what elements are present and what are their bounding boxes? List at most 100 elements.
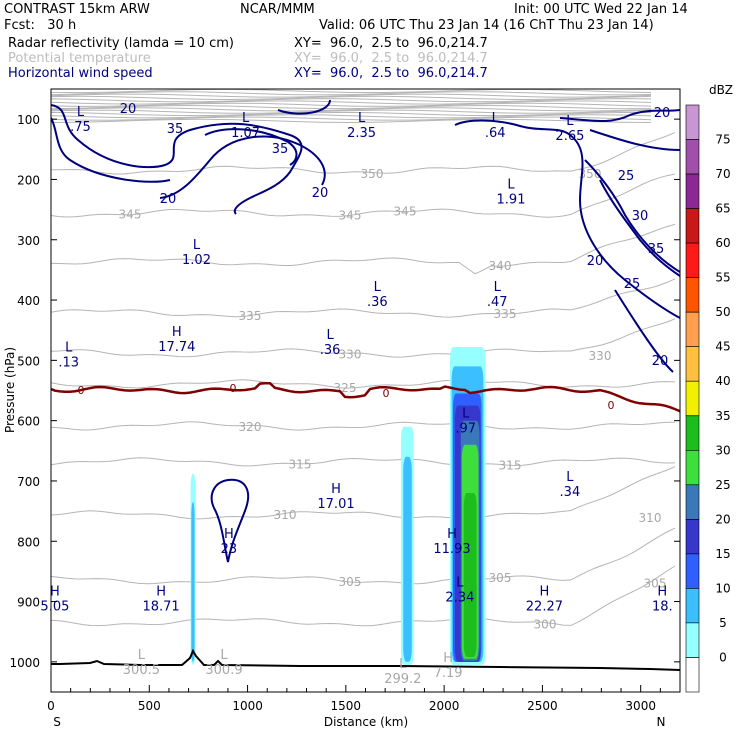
x-tick-label: 0: [47, 699, 55, 713]
theta-band-upper: [51, 100, 652, 105]
theta-contour-330: [51, 318, 676, 358]
terrain-line: [51, 648, 680, 671]
theta-label-345: 345: [394, 205, 417, 219]
terrain-and-freezing-level: 0 0 0 0: [51, 381, 680, 671]
wind-contour-3: [159, 135, 326, 199]
colorbar-level-label: 0: [719, 651, 727, 665]
extremum-type: L: [399, 657, 407, 672]
theta-band-upper: [51, 105, 652, 110]
field-theta-xy: XY= 96.0, 2.5 to 96.0,214.7: [294, 51, 488, 66]
theta-label-335: 335: [494, 307, 517, 321]
extremum-value: 2.34: [445, 591, 474, 606]
theta-label-330: 330: [589, 349, 612, 363]
colorbar-unit: dBZ: [709, 83, 733, 97]
freezing-level-label: 0: [383, 387, 390, 400]
theta-band-upper: [51, 91, 652, 96]
extremum-value: 18.71: [142, 600, 179, 615]
colorbar-swatch: [685, 622, 700, 658]
extremum-type: H: [50, 585, 60, 600]
extremum-type: L: [220, 648, 228, 663]
wind-label-35: 35: [167, 122, 184, 137]
colorbar-level-label: 45: [715, 340, 730, 354]
extremum-type: L: [65, 340, 73, 355]
extremum-value: .36: [320, 343, 341, 358]
colorbar-swatch: [685, 484, 700, 520]
x-end-label-left: S: [53, 715, 61, 729]
extremum-type: L: [566, 114, 574, 129]
theta-label-300: 300: [534, 618, 557, 632]
y-tick-label: 500: [17, 354, 40, 368]
wind-speed-contours: 20 35 35 20 20 25 30 35 20 25 20 20: [51, 99, 680, 563]
extremum-type: L: [492, 111, 500, 126]
colorbar-level-label: 60: [715, 236, 730, 250]
theta-label-345: 345: [339, 209, 362, 223]
extremum-type: H: [447, 527, 457, 542]
wind-label-35: 35: [272, 142, 289, 157]
theta-band-upper: [51, 107, 652, 112]
wind-label-20: 20: [652, 354, 669, 369]
theta-contour-320: [51, 421, 676, 431]
extremum-value: 17.01: [317, 497, 354, 512]
theta-contour-345: [51, 173, 676, 218]
theta-label-305: 305: [644, 576, 667, 590]
y-tick-label: 400: [17, 294, 40, 308]
theta-contour-305: [51, 527, 676, 585]
theta-label-320: 320: [239, 420, 262, 434]
extremum-type: H: [224, 527, 234, 542]
colorbar-swatch: [685, 553, 700, 589]
theta-label-335: 335: [239, 309, 262, 323]
wind-label-30: 30: [632, 209, 649, 224]
echo-core-1800km-inner: [403, 456, 412, 662]
y-axis-title: Pressure (hPa): [3, 347, 17, 433]
x-tick-label: 1000: [232, 699, 263, 713]
extremum-type: L: [193, 238, 201, 253]
extremum-value: 18.: [652, 600, 673, 615]
wind-contour-2: [51, 117, 171, 183]
wind-label-20: 20: [120, 102, 137, 117]
reflectivity-shading: [190, 347, 486, 665]
extremum-value: 17.74: [158, 340, 195, 355]
colorbar-swatch: [685, 208, 700, 244]
extremum-type: L: [138, 648, 146, 663]
extremum-value: 1.02: [182, 253, 211, 268]
y-tick-label: 600: [17, 415, 40, 429]
freezing-level-label: 0: [608, 399, 615, 412]
colorbar-swatch: [685, 519, 700, 555]
theta-contour-335: [51, 278, 676, 318]
y-tick-label: 1000: [9, 656, 40, 670]
x-axis-title: Distance (km): [324, 715, 408, 729]
field-reflectivity-xy: XY= 96.0, 2.5 to 96.0,214.7: [294, 36, 488, 51]
field-wind-xy: XY= 96.0, 2.5 to 96.0,214.7: [294, 66, 488, 81]
x-end-label-right: N: [657, 715, 666, 729]
theta-label-305: 305: [489, 571, 512, 585]
field-reflectivity: Radar reflectivity (lamda = 10 cm): [8, 36, 234, 51]
extremum-value: 23: [221, 542, 238, 557]
colorbar-level-label: 15: [715, 547, 730, 561]
extremum-value: 22.27: [526, 600, 563, 615]
wind-label-20: 20: [654, 106, 671, 121]
colorbar-level-label: 65: [715, 202, 730, 216]
colorbar-swatch: [685, 104, 700, 140]
theta-label-330: 330: [339, 348, 362, 362]
wind-label-25: 25: [624, 277, 641, 292]
theta-band-upper: [51, 114, 652, 119]
extremum-value: 299.2: [384, 672, 421, 687]
forecast-hour: Fcst: 30 h: [4, 18, 77, 33]
y-tick-label: 900: [17, 596, 40, 610]
theta-label-310: 310: [639, 511, 662, 525]
wind-contour-lowlevel: [210, 478, 250, 563]
extremum-type: L: [77, 105, 85, 120]
theta-band-upper: [51, 118, 652, 124]
x-tick-label: 500: [138, 699, 161, 713]
wind-contour-9: [599, 179, 680, 277]
theta-contour-325: [51, 379, 676, 389]
wind-contour-8: [584, 159, 680, 273]
theta-band-upper: [51, 102, 652, 107]
field-wind: Horizontal wind speed: [8, 66, 153, 81]
field-theta: Potential temperature: [8, 51, 151, 66]
extremum-value: 2.65: [555, 129, 584, 144]
wind-contour-11: [614, 289, 674, 373]
x-tick-label: 1500: [331, 699, 362, 713]
wind-contour-10: [589, 129, 680, 151]
